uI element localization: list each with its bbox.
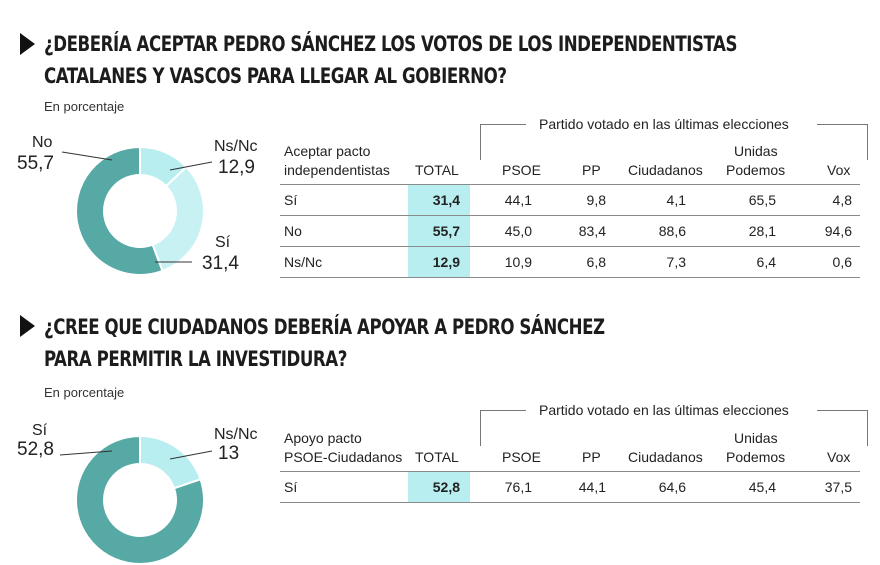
total-header: TOTAL (415, 162, 459, 178)
cell-vox: 0,6 (784, 246, 860, 278)
bracket-top-left (480, 124, 526, 125)
group-header: Partido votado en las últimas elecciones (539, 116, 789, 132)
cell-vox: 37,5 (784, 471, 860, 503)
section-title-line1: ¿CREE QUE CIUDADANOS DEBERÍA APOYAR A PE… (44, 315, 605, 339)
cell-psoe: 44,1 (470, 184, 540, 216)
bracket-top-right (817, 410, 867, 411)
cell-pp: 9,8 (540, 184, 614, 216)
leader-lines-2 (59, 450, 213, 460)
row-header-line1: Apoyo pacto (284, 430, 362, 446)
bracket-right (867, 124, 868, 160)
bracket-top-right (817, 124, 867, 125)
row-label: Sí (280, 184, 408, 216)
party-header-cs: Ciudadanos (628, 162, 703, 178)
row-header-line2: independentistas (284, 162, 390, 178)
section-title-line1: ¿DEBERÍA ACEPTAR PEDRO SÁNCHEZ LOS VOTOS… (44, 32, 737, 56)
cell-psoe: 76,1 (470, 471, 540, 503)
pie-value-nsnc: 12,9 (218, 157, 255, 178)
pie-value-si: 31,4 (202, 253, 239, 274)
cell-vox: 94,6 (784, 215, 860, 247)
party-header-podemos: Podemos (726, 162, 786, 178)
party-header-psoe: PSOE (502, 162, 541, 178)
party-header-vox: Vox (827, 449, 851, 465)
donut-slice-no (75, 146, 164, 276)
table-row: Sí 31,4 44,1 9,8 4,1 65,5 4,8 (280, 184, 860, 216)
cell-up: 45,4 (694, 471, 784, 503)
pie-value-si: 52,8 (17, 439, 54, 460)
cell-pp: 44,1 (540, 471, 614, 503)
cell-pp: 83,4 (540, 215, 614, 247)
results-table-2: Sí 52,8 76,1 44,1 64,6 45,4 37,5 (280, 471, 860, 503)
cell-psoe: 45,0 (470, 215, 540, 247)
cell-up: 65,5 (694, 184, 784, 216)
cell-cs: 7,3 (614, 246, 694, 278)
pie-label-nsnc: Ns/Nc (214, 138, 258, 155)
row-label: Ns/Nc (280, 246, 408, 278)
section-title-line2: PARA PERMITIR LA INVESTIDURA? (44, 347, 347, 371)
cell-pp: 6,8 (540, 246, 614, 278)
pie-label-si: Sí (215, 234, 231, 251)
results-table-1: Sí 31,4 44,1 9,8 4,1 65,5 4,8 No 55,7 45… (280, 184, 860, 278)
party-header-psoe: PSOE (502, 449, 541, 465)
cell-psoe: 10,9 (470, 246, 540, 278)
cell-up: 6,4 (694, 246, 784, 278)
party-header-podemos: Podemos (726, 449, 786, 465)
cell-cs: 4,1 (614, 184, 694, 216)
cell-cs: 64,6 (614, 471, 694, 503)
bracket-left (480, 410, 481, 446)
pie-label-nsnc: Ns/Nc (214, 426, 258, 443)
row-header-line2: PSOE-Ciudadanos (284, 449, 403, 465)
party-header-unidas: Unidas (734, 143, 778, 159)
leader-lines-1 (61, 151, 213, 263)
bracket-left (480, 124, 481, 160)
row-label: Sí (280, 471, 408, 503)
group-header: Partido votado en las últimas elecciones (539, 402, 789, 418)
table-row: Ns/Nc 12,9 10,9 6,8 7,3 6,4 0,6 (280, 246, 860, 278)
total-header: TOTAL (415, 449, 459, 465)
cell-vox: 4,8 (784, 184, 860, 216)
cell-up: 28,1 (694, 215, 784, 247)
pie-value-no: 55,7 (17, 153, 54, 174)
party-header-pp: PP (582, 162, 601, 178)
table-row: Sí 52,8 76,1 44,1 64,6 45,4 37,5 (280, 471, 860, 503)
pie-label-no: No (32, 134, 53, 151)
bracket-right (867, 410, 868, 446)
bracket-top-left (480, 410, 526, 411)
section-subtitle: En porcentaje (44, 99, 125, 114)
table-row: No 55,7 45,0 83,4 88,6 28,1 94,6 (280, 215, 860, 247)
pie-value-nsnc: 13 (218, 443, 240, 464)
row-label: No (280, 215, 408, 247)
pie-label-si: Sí (32, 422, 48, 439)
party-header-vox: Vox (827, 162, 851, 178)
bullet-triangle-icon (20, 33, 35, 55)
row-header-line1: Aceptar pacto (284, 143, 371, 159)
cell-total: 12,9 (408, 246, 470, 278)
cell-total: 55,7 (408, 215, 470, 247)
cell-total: 52,8 (408, 471, 470, 503)
cell-total: 31,4 (408, 184, 470, 216)
party-header-pp: PP (582, 449, 601, 465)
party-header-unidas: Unidas (734, 430, 778, 446)
section-subtitle: En porcentaje (44, 385, 125, 400)
bullet-triangle-icon (20, 315, 35, 337)
party-header-cs: Ciudadanos (628, 449, 703, 465)
cell-cs: 88,6 (614, 215, 694, 247)
section-title-line2: CATALANES Y VASCOS PARA LLEGAR AL GOBIER… (44, 64, 507, 88)
